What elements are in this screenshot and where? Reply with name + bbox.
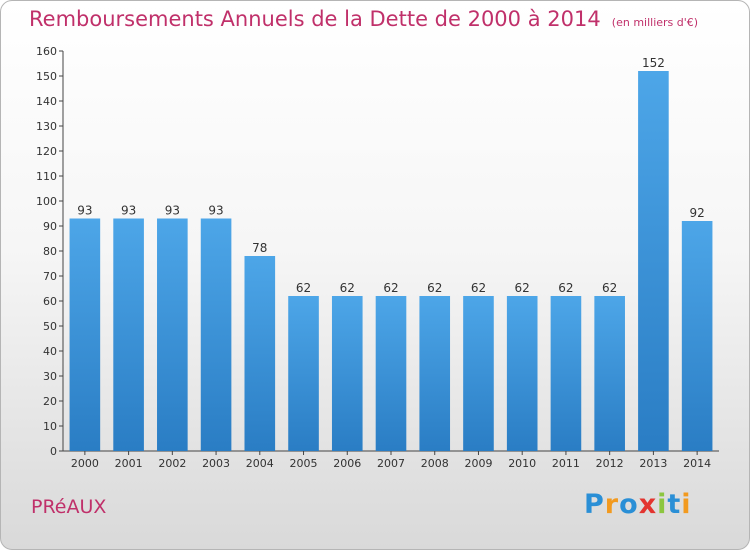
- bar-2006: [331, 296, 363, 451]
- y-tick-label: 70: [43, 270, 57, 283]
- bar-2009: [463, 296, 494, 451]
- x-tick-label-2011: 2011: [552, 457, 580, 470]
- y-tick-label: 20: [43, 395, 57, 408]
- x-tick-label-2003: 2003: [202, 457, 230, 470]
- x-axis: 2000 2001 2002 2003 2004 2005 2006 2007 2008 2009…: [63, 450, 719, 470]
- x-tick-label-2013: 2013: [639, 457, 667, 470]
- x-tick-label-2005: 2005: [290, 457, 318, 470]
- data-label-2004: 78: [252, 241, 267, 255]
- y-tick-label: 140: [36, 95, 57, 108]
- data-label-2009: 62: [471, 281, 486, 295]
- logo-letter: P: [584, 489, 605, 520]
- x-tick-label-2007: 2007: [377, 457, 405, 470]
- data-label-2012: 62: [602, 281, 617, 295]
- y-tick-label: 160: [36, 45, 57, 58]
- proxiti-logo: Proxiti: [584, 489, 692, 520]
- data-label-2008: 62: [427, 281, 442, 295]
- y-tick-label: 120: [36, 145, 57, 158]
- data-label-2002: 93: [165, 204, 180, 218]
- logo-letter: o: [619, 489, 639, 520]
- data-label-2007: 62: [383, 281, 398, 295]
- data-label-2011: 62: [558, 281, 573, 295]
- logo-letter: x: [638, 489, 658, 520]
- y-tick-label: 10: [43, 420, 57, 433]
- bar-2007: [375, 296, 407, 451]
- bar-2002: [157, 218, 188, 451]
- logo-letter: i: [657, 489, 668, 520]
- bar-2011: [550, 296, 582, 451]
- y-tick-label: 130: [36, 120, 57, 133]
- x-tick-label-2014: 2014: [683, 457, 711, 470]
- y-tick-label: 100: [36, 195, 57, 208]
- bar-2004: [244, 256, 276, 451]
- logo-letter: r: [604, 489, 620, 520]
- y-tick-label: 50: [43, 320, 57, 333]
- data-label-2006: 62: [340, 281, 355, 295]
- bar-2013: [638, 71, 669, 451]
- bar-2003: [200, 218, 232, 451]
- logo-letter: t: [667, 489, 682, 520]
- x-tick-label-2008: 2008: [421, 457, 449, 470]
- data-label-2000: 93: [77, 204, 92, 218]
- x-tick-label-2000: 2000: [71, 457, 99, 470]
- x-tick-label-2001: 2001: [115, 457, 143, 470]
- bar-2005: [288, 296, 319, 451]
- chart-title: Remboursements Annuels de la Dette de 20…: [29, 7, 698, 31]
- y-tick-label: 30: [43, 370, 57, 383]
- y-tick-label: 60: [43, 295, 57, 308]
- place-name: PRéAUX: [31, 496, 107, 518]
- x-tick-label-2009: 2009: [464, 457, 492, 470]
- x-tick-label-2010: 2010: [508, 457, 536, 470]
- y-tick-label: 90: [43, 220, 57, 233]
- data-label-2014: 92: [689, 206, 704, 220]
- bar-2014: [681, 221, 713, 451]
- data-label-2005: 62: [296, 281, 311, 295]
- x-tick-label-2006: 2006: [333, 457, 361, 470]
- data-label-2010: 62: [515, 281, 530, 295]
- x-tick-label-2004: 2004: [246, 457, 274, 470]
- bars: [69, 71, 713, 451]
- y-tick-label: 0: [50, 445, 57, 458]
- y-axis: 0 10 20 30 40 50 60 70 80 90 100 110 120 130 140 150 160: [36, 45, 64, 458]
- y-tick-label: 40: [43, 345, 57, 358]
- x-tick-label-2012: 2012: [596, 457, 624, 470]
- bar-2008: [419, 296, 451, 451]
- bar-2000: [69, 218, 101, 451]
- y-tick-label: 80: [43, 245, 57, 258]
- data-label-2001: 93: [121, 204, 136, 218]
- chart-title-text: Remboursements Annuels de la Dette de 20…: [29, 7, 601, 31]
- data-labels: 93 93 93 93 78 62 62 62 62 62 62 62 62 152 92: [77, 56, 705, 295]
- data-label-2013: 152: [642, 56, 665, 70]
- bar-2012: [594, 296, 625, 451]
- x-tick-label-2002: 2002: [158, 457, 186, 470]
- y-tick-label: 110: [36, 170, 57, 183]
- data-label-2003: 93: [208, 204, 223, 218]
- logo-letter: i: [681, 489, 692, 520]
- chart-unit-text: (en milliers d'€): [611, 16, 699, 29]
- y-tick-label: 150: [36, 70, 57, 83]
- bar-2001: [113, 218, 144, 451]
- bar-2010: [506, 296, 538, 451]
